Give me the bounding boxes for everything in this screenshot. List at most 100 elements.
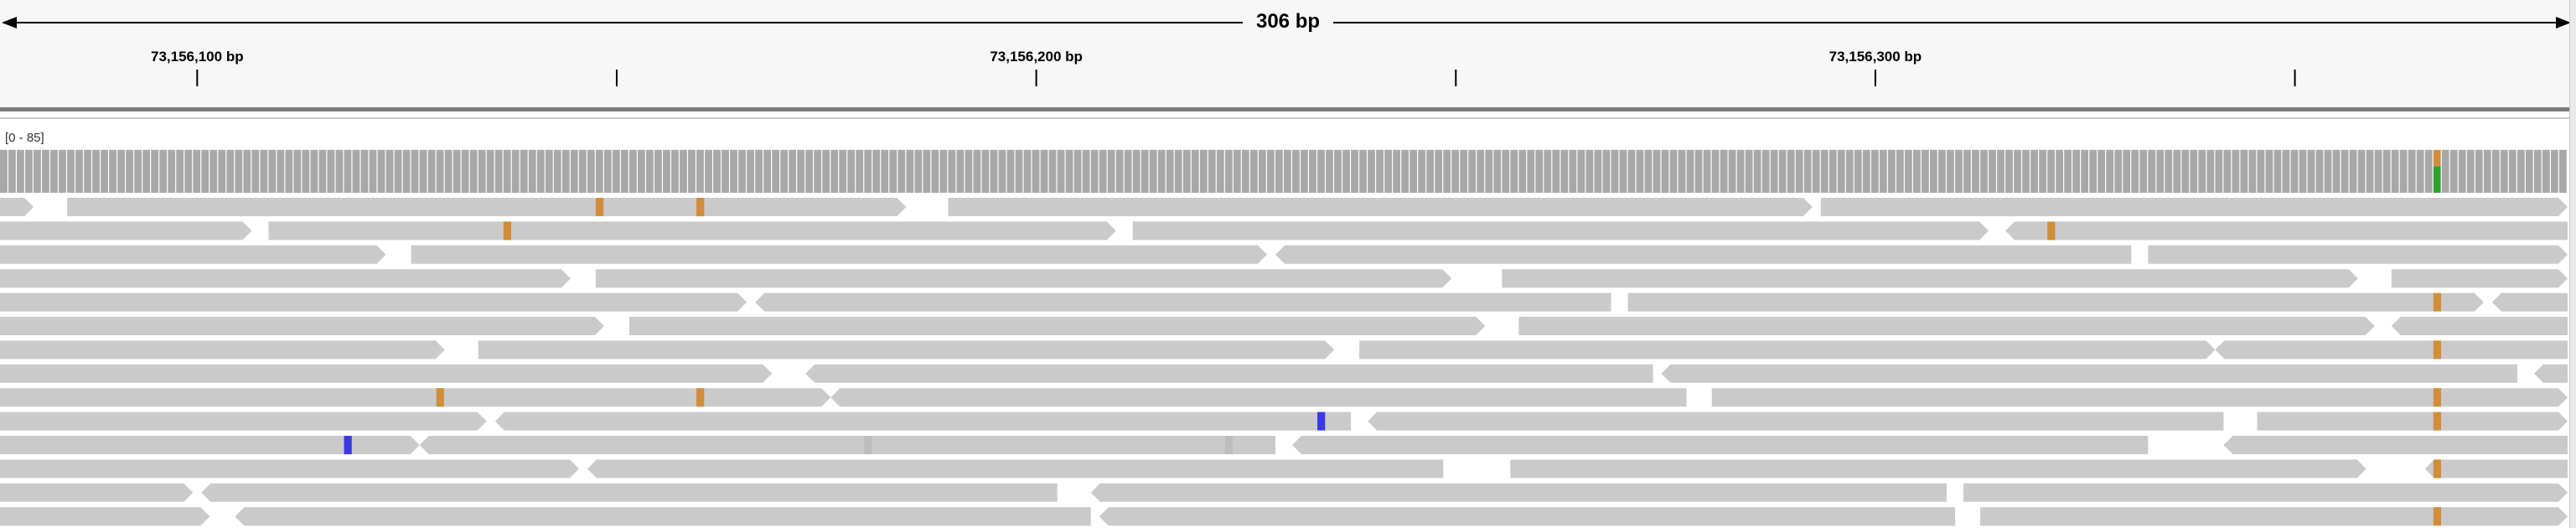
read-alignment[interactable] [2215, 340, 2568, 360]
read-alignment[interactable] [0, 221, 252, 241]
read-alignment[interactable] [0, 364, 773, 383]
coverage-track[interactable]: [0 - 85] [0, 124, 2568, 194]
read-alignment[interactable] [478, 340, 1335, 360]
read-alignment[interactable] [0, 436, 420, 454]
coverage-bar [1249, 149, 1258, 193]
coverage-bar [511, 149, 520, 193]
read-alignment[interactable] [1963, 483, 2568, 502]
coverage-bar [2123, 149, 2131, 193]
read-alignment[interactable] [1518, 317, 2375, 335]
coverage-bar [1208, 149, 1216, 193]
coverage-bar [1141, 149, 1149, 193]
read-alignment[interactable] [1292, 436, 2149, 454]
read-alignment[interactable] [2391, 317, 2568, 335]
read-alignment[interactable] [830, 388, 1687, 407]
coverage-bar [394, 149, 402, 193]
coverage-bar [427, 149, 436, 193]
ruler-tick-label: 73,156,100 bp [151, 49, 244, 65]
coverage-bar [1040, 149, 1048, 193]
read-alignment[interactable] [587, 459, 1444, 479]
coverage-bar [2223, 149, 2232, 193]
read-alignment[interactable] [2391, 269, 2568, 288]
read-alignment[interactable] [2223, 436, 2568, 454]
read-alignment[interactable] [2533, 364, 2568, 383]
coverage-bar [2550, 149, 2558, 193]
coverage-bar [1535, 149, 1544, 193]
coverage-bar [738, 149, 746, 193]
read-alignment[interactable] [2005, 221, 2568, 241]
coverage-bar [385, 149, 394, 193]
read-alignment[interactable] [1368, 412, 2224, 431]
coverage-bar [226, 149, 235, 193]
read-alignment[interactable] [67, 198, 907, 216]
read-alignment[interactable] [2424, 459, 2568, 479]
read-alignment[interactable] [0, 340, 445, 360]
read-alignment[interactable] [235, 507, 1091, 526]
read-alignment[interactable] [411, 245, 1267, 264]
coverage-bar [377, 149, 385, 193]
read-alignment[interactable] [1627, 292, 2484, 312]
coverage-bar [1661, 149, 1669, 193]
panel-divider[interactable] [0, 107, 2576, 111]
coverage-bar [578, 149, 587, 193]
read-alignment[interactable] [1820, 198, 2568, 216]
coverage-bar [1870, 149, 1879, 193]
coverage-bar [1904, 149, 1912, 193]
vertical-scrollbar[interactable] [2569, 0, 2576, 528]
read-alignment[interactable] [805, 364, 1653, 383]
ruler-panel[interactable]: 306 bp 73,156,100 bp 73,156,200 bp 73,156,… [0, 0, 2576, 109]
mismatch-base [2433, 292, 2442, 312]
read-alignment[interactable] [1359, 340, 2216, 360]
read-alignment[interactable] [268, 221, 1116, 241]
read-alignment[interactable] [1502, 269, 2358, 288]
read-alignment[interactable] [1510, 459, 2367, 479]
read-alignment[interactable] [2491, 292, 2568, 312]
coverage-bar [2030, 149, 2038, 193]
panel-divider-thin [0, 117, 2576, 119]
coverage-bar [1653, 149, 1661, 193]
read-alignment[interactable] [755, 292, 1611, 312]
coverage-bar [1837, 149, 1845, 193]
read-alignment[interactable] [0, 317, 604, 335]
coverage-bar [75, 149, 83, 193]
read-alignment[interactable] [2257, 412, 2568, 431]
alignment-track[interactable] [0, 194, 2568, 528]
coverage-bar [318, 149, 327, 193]
read-alignment[interactable] [201, 483, 1058, 502]
read-alignment[interactable] [1661, 364, 2517, 383]
read-alignment[interactable] [1275, 245, 2132, 264]
coverage-bar [2089, 149, 2098, 193]
read-alignment[interactable] [419, 436, 1275, 454]
read-alignment[interactable] [0, 507, 210, 526]
read-alignment[interactable] [2148, 245, 2568, 264]
coverage-bar [889, 149, 897, 193]
coverage-bar [1275, 149, 1283, 193]
read-alignment[interactable] [1980, 507, 2568, 526]
read-alignment[interactable] [0, 388, 831, 407]
coverage-bar [159, 149, 168, 193]
read-alignment[interactable] [1099, 507, 1956, 526]
read-alignment[interactable] [0, 292, 747, 312]
read-alignment[interactable] [0, 269, 571, 288]
coverage-bar [310, 149, 318, 193]
read-alignment[interactable] [0, 483, 194, 502]
read-alignment[interactable] [494, 412, 1352, 431]
coverage-bar [705, 149, 712, 193]
coverage-bar [2491, 149, 2500, 193]
read-alignment[interactable] [628, 317, 1486, 335]
read-alignment[interactable] [1090, 483, 1948, 502]
coverage-bar [469, 149, 478, 193]
read-alignment[interactable] [1711, 388, 2568, 407]
read-alignment[interactable] [0, 459, 579, 479]
coverage-bar [2416, 149, 2424, 193]
coverage-bar [2265, 149, 2273, 193]
read-alignment[interactable] [0, 412, 487, 431]
read-alignment[interactable] [1132, 221, 1989, 241]
mismatch-base [864, 436, 872, 454]
coverage-bar [34, 149, 41, 193]
read-alignment[interactable] [0, 198, 34, 216]
read-alignment[interactable] [0, 245, 386, 264]
read-alignment[interactable] [595, 269, 1452, 288]
read-alignment[interactable] [948, 198, 1813, 216]
coverage-bar [789, 149, 797, 193]
